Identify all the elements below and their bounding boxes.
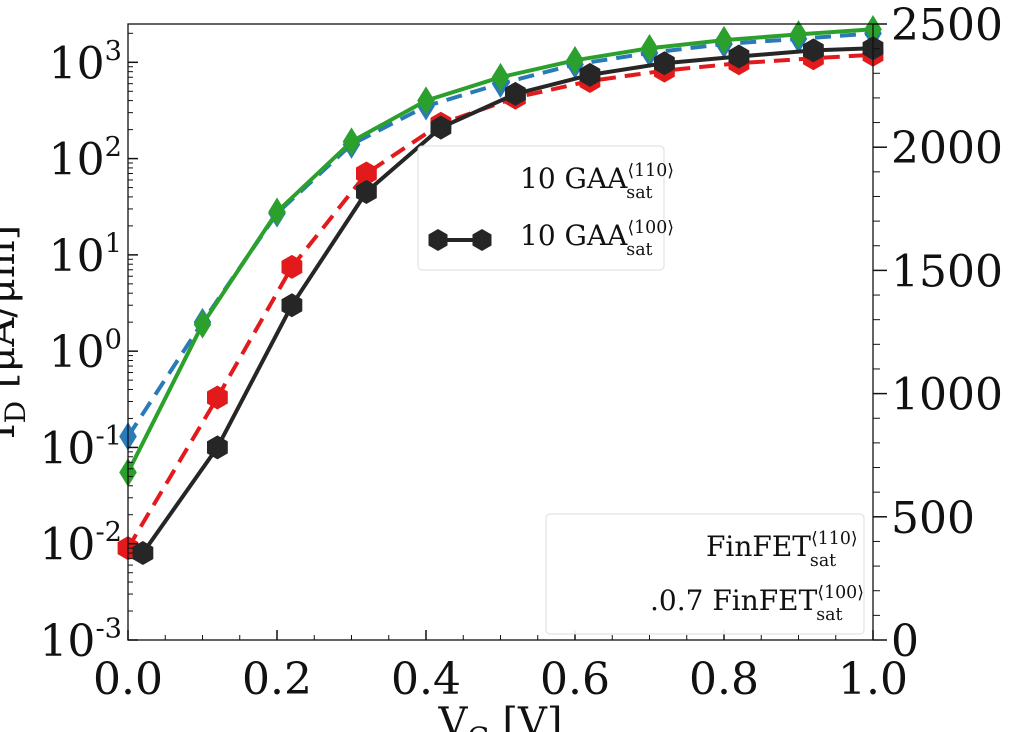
legend-entry-label: 10 GAA⟨100⟩ sat (520, 218, 674, 260)
data-point (342, 127, 361, 156)
left-y-tick-label: 101 (49, 228, 122, 281)
series-3 (132, 36, 884, 565)
legend-entry-label: .0.7 FinFET⟨100⟩ sat (650, 583, 864, 625)
data-point (579, 62, 601, 87)
right-y-tick-label: 2000 (891, 123, 1003, 174)
data-point (566, 45, 584, 75)
data-point (640, 33, 659, 63)
right-y-tick-label: 1500 (891, 246, 1003, 297)
data-point (417, 86, 435, 115)
data-point (728, 44, 750, 69)
data-point (430, 115, 452, 140)
right-y-tick-label: 500 (891, 493, 975, 544)
x-tick-label: 1.0 (838, 654, 908, 705)
x-tick-label: 0.4 (391, 654, 461, 705)
x-tick-label: 0.2 (242, 654, 312, 705)
data-point (356, 161, 377, 186)
right-y-tick-label: 1000 (891, 370, 1003, 421)
data-point (654, 51, 675, 76)
left-y-tick-label: 103 (49, 36, 122, 89)
axes-layer: 0.0 0.2 0.4 0.6 0.8 1.0 10-3 10-2 10-1 100 101 102 1… (0, 0, 1003, 732)
left-y-tick-label: 102 (49, 132, 122, 185)
data-point (803, 38, 824, 63)
legend-layer: 10 GAA⟨110⟩ sat 10 GAA⟨100⟩ sat FinFET⟨110⟩ s… (417, 145, 865, 635)
data-point (356, 180, 377, 204)
left-y-tick-label: 10-2 (39, 517, 122, 570)
data-point (193, 310, 212, 339)
right-y-tick-label: 2500 (891, 0, 1003, 51)
y-axis-title: ID [μA/μm] (0, 225, 32, 439)
data-point (281, 293, 303, 318)
data-point (132, 541, 154, 565)
data-point (789, 20, 808, 49)
data-point (491, 62, 510, 92)
left-y-tick-label: 10-1 (39, 421, 122, 474)
data-point (428, 229, 448, 251)
right-y-tick-label: 0 (891, 616, 919, 667)
x-tick-label: 0.6 (540, 654, 610, 705)
series-1 (119, 15, 882, 487)
left-y-tick-label: 10-3 (39, 614, 122, 667)
data-point (472, 229, 492, 251)
x-tick-label: 0.0 (93, 654, 163, 705)
data-point (268, 197, 286, 227)
data-point (207, 385, 228, 410)
legend-entry-label: 10 GAA⟨110⟩ sat (520, 161, 674, 203)
x-tick-label: 0.8 (689, 654, 759, 705)
left-y-tick-label: 100 (49, 325, 122, 378)
legend-entry-label: FinFET⟨110⟩ sat (706, 529, 858, 571)
data-point (207, 435, 228, 460)
data-point (715, 25, 733, 55)
legend-lower (545, 513, 865, 635)
data-point (505, 81, 526, 106)
data-point (281, 254, 303, 279)
x-axis-title: VG [V] (437, 700, 562, 732)
